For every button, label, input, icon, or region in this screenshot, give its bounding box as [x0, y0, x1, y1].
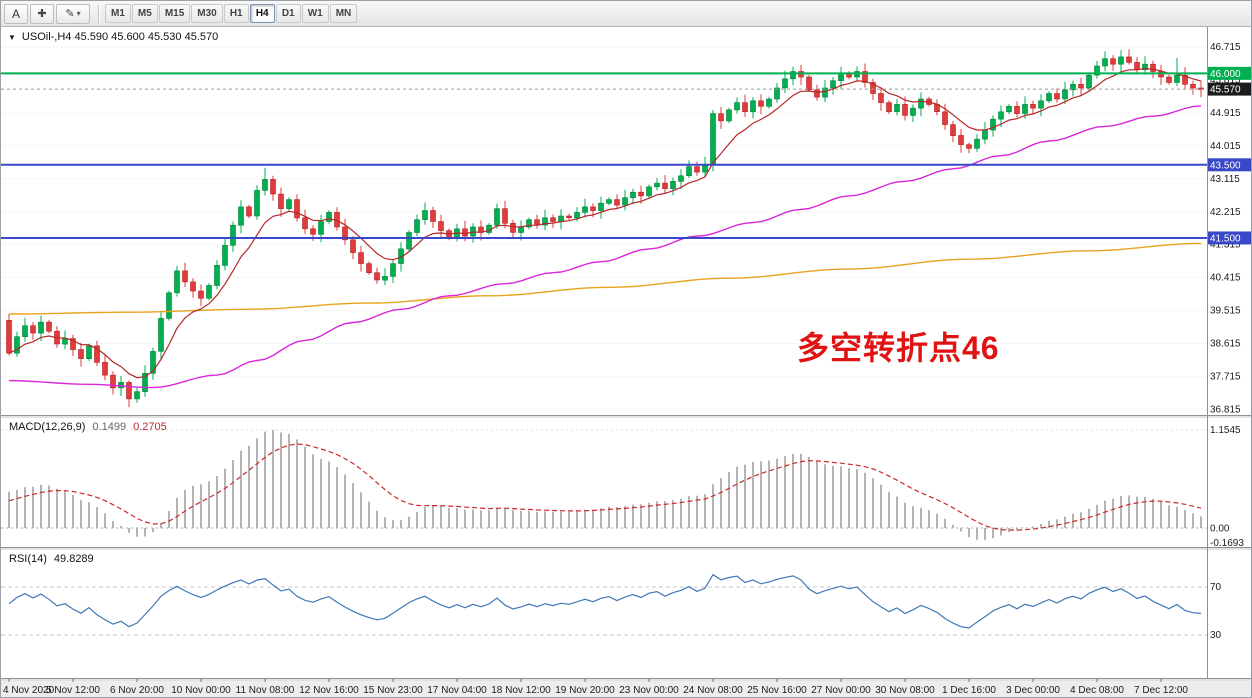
svg-text:19 Nov 20:00: 19 Nov 20:00: [555, 685, 615, 696]
svg-text:5 Nov 12:00: 5 Nov 12:00: [46, 685, 100, 696]
crosshair-icon: ✚: [37, 8, 47, 20]
svg-text:45.815: 45.815: [1210, 75, 1241, 86]
svg-text:25 Nov 16:00: 25 Nov 16:00: [747, 685, 807, 696]
crosshair-tool-button[interactable]: ✚: [30, 3, 54, 24]
timeframe-toolbar: M1 M5 M15 M30 H1 H4 D1 W1 MN: [105, 4, 358, 23]
svg-text:43.115: 43.115: [1210, 174, 1240, 185]
timeframe-button-M1[interactable]: M1: [105, 4, 131, 23]
svg-text:15 Nov 23:00: 15 Nov 23:00: [363, 685, 423, 696]
timeframe-button-H1[interactable]: H1: [223, 4, 249, 23]
svg-text:24 Nov 08:00: 24 Nov 08:00: [683, 685, 743, 696]
svg-text:17 Nov 04:00: 17 Nov 04:00: [427, 685, 487, 696]
svg-text:27 Nov 00:00: 27 Nov 00:00: [811, 685, 871, 696]
timeframe-button-M30[interactable]: M30: [191, 4, 223, 23]
svg-text:1.1545: 1.1545: [1210, 425, 1241, 436]
price-axis[interactable]: [1207, 27, 1251, 652]
timeframe-button-MN[interactable]: MN: [329, 4, 358, 23]
svg-text:0.00: 0.00: [1210, 524, 1230, 535]
svg-text:70: 70: [1210, 582, 1222, 593]
svg-text:44.015: 44.015: [1210, 141, 1241, 152]
svg-text:11 Nov 08:00: 11 Nov 08:00: [236, 685, 295, 696]
timeframe-button-W1[interactable]: W1: [301, 4, 329, 23]
svg-text:43.500: 43.500: [1210, 160, 1241, 171]
top-toolbar: A ✚ ✎ ▾ M1 M5 M15 M30 H1 H4 D1 W1 MN: [1, 1, 1251, 27]
svg-text:23 Nov 00:00: 23 Nov 00:00: [619, 685, 679, 696]
timeframe-button-M5[interactable]: M5: [131, 4, 158, 23]
svg-text:4 Nov 2020: 4 Nov 2020: [3, 685, 55, 696]
main-chart-area[interactable]: [1, 27, 1207, 415]
cursor-tool-label: A: [11, 6, 20, 21]
svg-text:12 Nov 16:00: 12 Nov 16:00: [299, 685, 359, 696]
svg-text:42.215: 42.215: [1210, 207, 1241, 218]
svg-text:41.500: 41.500: [1210, 233, 1241, 244]
macd-panel[interactable]: [1, 418, 1207, 547]
pencil-icon: ✎: [65, 8, 75, 20]
svg-text:1 Dec 16:00: 1 Dec 16:00: [942, 685, 996, 696]
svg-text:46.000: 46.000: [1210, 69, 1241, 80]
svg-text:39.515: 39.515: [1210, 306, 1241, 317]
rsi-panel[interactable]: [1, 550, 1207, 678]
chart-canvas: 46.715 45.815 44.915 44.015 43.115 42.215 41.3…: [1, 27, 1251, 697]
svg-text:18 Nov 12:00: 18 Nov 12:00: [491, 685, 551, 696]
caret-down-icon: ▾: [76, 9, 81, 18]
svg-text:41.315: 41.315: [1210, 240, 1241, 251]
drawing-tools-button[interactable]: ✎ ▾: [56, 3, 90, 24]
svg-text:40.415: 40.415: [1210, 273, 1241, 284]
svg-text:38.615: 38.615: [1210, 338, 1241, 349]
svg-text:44.915: 44.915: [1210, 108, 1241, 119]
svg-text:36.815: 36.815: [1210, 404, 1241, 415]
timeframe-button-H4[interactable]: H4: [249, 4, 275, 23]
svg-text:4 Dec 08:00: 4 Dec 08:00: [1070, 685, 1124, 696]
svg-text:37.715: 37.715: [1210, 371, 1241, 382]
svg-text:6 Nov 20:00: 6 Nov 20:00: [110, 685, 164, 696]
svg-text:-0.1693: -0.1693: [1210, 538, 1244, 549]
svg-text:3 Dec 00:00: 3 Dec 00:00: [1006, 685, 1060, 696]
svg-text:45.570: 45.570: [1210, 85, 1241, 96]
svg-text:10 Nov 00:00: 10 Nov 00:00: [171, 685, 231, 696]
svg-text:30 Nov 08:00: 30 Nov 08:00: [875, 685, 935, 696]
timeframe-button-M15[interactable]: M15: [158, 4, 191, 23]
svg-text:30: 30: [1210, 630, 1222, 641]
svg-text:46.715: 46.715: [1210, 42, 1241, 53]
cursor-tool-button[interactable]: A: [4, 3, 28, 24]
toolbar-separator: [98, 4, 99, 23]
svg-text:7 Dec 12:00: 7 Dec 12:00: [1134, 685, 1188, 696]
timeframe-button-D1[interactable]: D1: [275, 4, 301, 23]
time-axis[interactable]: [1, 678, 1251, 697]
